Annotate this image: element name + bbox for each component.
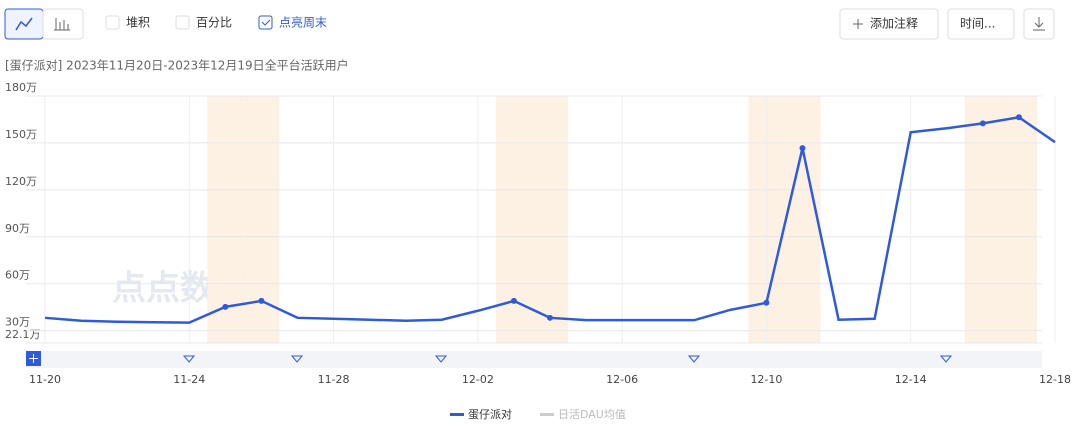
checkbox[interactable] [105,15,120,30]
x-tick-label: 11-28 [318,373,350,386]
plus-icon [29,354,38,363]
chart-title: [蛋仔派对] 2023年11月20日-2023年12月19日全平台活跃用户 [5,58,349,73]
percent-label[interactable]: 百分比 [196,16,232,30]
point [258,297,265,304]
legend-swatch [450,413,464,416]
annotate-button[interactable] [839,8,939,40]
y-tick-label: 180万 [5,81,37,94]
y-tick-label: 60万 [5,269,30,282]
weekend-band [1000,96,1037,343]
stack-label[interactable]: 堆积 [126,16,150,30]
point [763,299,770,306]
x-tick-label: 12-14 [895,373,927,386]
plus-icon [853,19,863,29]
weekend-band [784,96,821,343]
bar-icon [54,18,70,31]
annotation-icons [182,355,953,363]
checkbox[interactable] [175,15,190,30]
x-tick-label: 11-20 [29,373,61,386]
annotation-bar [26,351,1042,368]
point [510,297,517,304]
weekend-label[interactable]: 点亮周末 [279,15,327,30]
weekend-band [964,96,1001,343]
y-tick-label: 150万 [5,128,37,141]
weekend-band [207,96,244,343]
line-icon [15,17,33,31]
annotate-label: 添加注释 [870,16,918,31]
weekend-band [531,96,569,343]
bar-toggle[interactable] [42,8,84,40]
y-tick-label: 90万 [5,222,30,235]
time-label: 时间... [960,17,995,31]
time-button[interactable] [947,8,1015,40]
legend-label[interactable]: 日活DAU均值 [558,408,626,421]
legend-swatch [540,413,554,416]
point [1015,114,1022,121]
download-icon [1033,17,1045,31]
x-tick-label: 12-10 [750,373,782,386]
legend-label[interactable]: 蛋仔派对 [468,407,512,421]
checkbox-checked[interactable] [258,15,273,30]
y-tick-label: 120万 [5,175,37,188]
x-tick-label: 12-06 [606,373,638,386]
y-tick-label: 30万 [5,316,30,329]
y-tick-label: 22.1万 [5,328,41,341]
x-tick-label: 12-18 [1039,373,1071,386]
x-tick-label: 12-02 [462,373,494,386]
point [799,145,806,152]
point [222,303,229,310]
point [979,120,986,127]
x-tick-label: 11-24 [173,373,205,386]
check-mark [261,19,271,26]
point [547,314,553,321]
